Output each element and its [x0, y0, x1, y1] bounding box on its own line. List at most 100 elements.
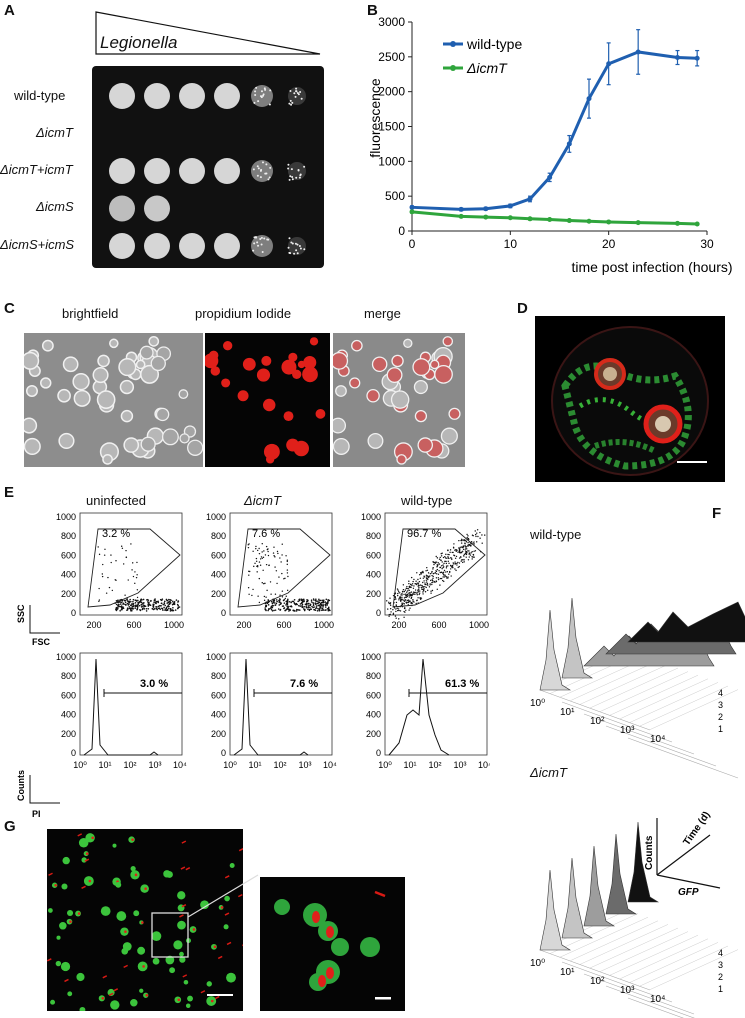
red-bacteria: [224, 912, 230, 916]
colony-dot: [269, 166, 272, 169]
event-dot: [264, 582, 266, 585]
colony-dot: [296, 252, 299, 255]
event-dot: [402, 591, 404, 593]
colony-dot: [253, 101, 256, 104]
red-bacteria: [101, 996, 105, 1000]
event-dot: [286, 569, 289, 571]
pi-cell: [261, 355, 272, 366]
event-dot: [172, 606, 174, 609]
event-dot: [281, 605, 284, 607]
histogram-curve: [388, 658, 450, 756]
event-dot: [281, 554, 283, 556]
event-dot: [417, 584, 420, 586]
event-dot: [454, 557, 457, 559]
green-cell: [152, 957, 160, 965]
e-title-uninfected: uninfected: [86, 493, 146, 508]
event-dot: [321, 609, 323, 612]
f-axis-counts: Counts: [644, 835, 655, 870]
event-dot: [468, 552, 471, 555]
event-dot: [296, 603, 298, 606]
event-dot: [321, 599, 324, 602]
merge-cells: [333, 336, 461, 465]
event-dot: [143, 605, 146, 608]
event-dot: [116, 606, 118, 609]
event-dot: [273, 555, 275, 557]
event-dot: [406, 595, 408, 598]
event-dot: [423, 575, 425, 577]
event-dot: [451, 558, 453, 561]
event-dot: [292, 600, 295, 603]
event-dot: [415, 580, 417, 582]
cell: [24, 437, 41, 456]
panel-label-a: A: [4, 2, 15, 19]
event-dot: [287, 598, 289, 601]
event-dot: [281, 590, 284, 592]
event-dot: [435, 577, 438, 579]
growth-spot: [251, 85, 273, 107]
event-dot: [309, 603, 312, 606]
event-dot: [116, 608, 118, 611]
event-dot: [388, 602, 390, 605]
event-dot: [168, 603, 171, 606]
event-dot: [426, 575, 429, 577]
event-dot: [143, 608, 146, 610]
event-dot: [319, 602, 322, 605]
event-dot: [441, 567, 443, 570]
event-dot: [390, 611, 392, 613]
y-tick-label: 2500: [378, 50, 405, 64]
event-dot: [426, 581, 428, 583]
green-cell: [79, 1006, 86, 1011]
event-dot: [389, 604, 392, 606]
data-point: [694, 55, 700, 61]
event-dot: [262, 569, 264, 571]
green-cell: [169, 967, 176, 974]
green-cell: [100, 906, 111, 916]
event-dot: [166, 602, 169, 604]
event-dot: [315, 603, 317, 606]
event-dot: [424, 583, 426, 586]
event-dot: [157, 600, 159, 603]
event-dot: [168, 607, 170, 610]
gfp-tick: 10¹: [560, 967, 575, 978]
merge-cell: [335, 385, 347, 397]
event-dot: [126, 598, 128, 600]
event-dot: [425, 586, 427, 589]
event-dot: [130, 600, 132, 603]
depth-tick: 4: [718, 948, 723, 958]
pi-cell: [262, 398, 276, 412]
red-bacteria: [102, 975, 108, 979]
cell: [150, 355, 166, 372]
pi-cell: [283, 411, 294, 422]
event-dot: [132, 600, 134, 603]
event-dot: [463, 555, 465, 557]
event-dot: [465, 539, 467, 542]
event-dot: [274, 602, 276, 604]
green-cell: [173, 940, 183, 950]
event-dot: [177, 604, 179, 607]
event-dot: [468, 550, 470, 552]
histogram-curve: [233, 658, 309, 756]
event-dot: [411, 584, 413, 587]
colony-dot: [300, 97, 303, 100]
event-dot: [417, 589, 419, 591]
event-dot: [275, 599, 278, 601]
event-dot: [122, 603, 124, 605]
event-dot: [459, 556, 462, 558]
panel-label-d: D: [517, 300, 528, 317]
colony-dot: [289, 252, 292, 255]
event-dot: [422, 586, 425, 588]
event-dot: [403, 603, 406, 605]
event-dot: [451, 565, 453, 567]
scatter-y-tick: 1000: [361, 512, 381, 522]
event-dot: [162, 603, 165, 606]
event-dot: [430, 590, 432, 592]
event-dot: [467, 535, 469, 537]
event-dot: [422, 591, 424, 593]
event-dot: [429, 579, 432, 582]
event-dot: [450, 568, 452, 570]
event-dot: [123, 599, 126, 602]
event-dot: [447, 565, 449, 567]
colony-dot: [295, 249, 298, 252]
event-dot: [387, 608, 389, 610]
event-dot: [143, 602, 145, 604]
